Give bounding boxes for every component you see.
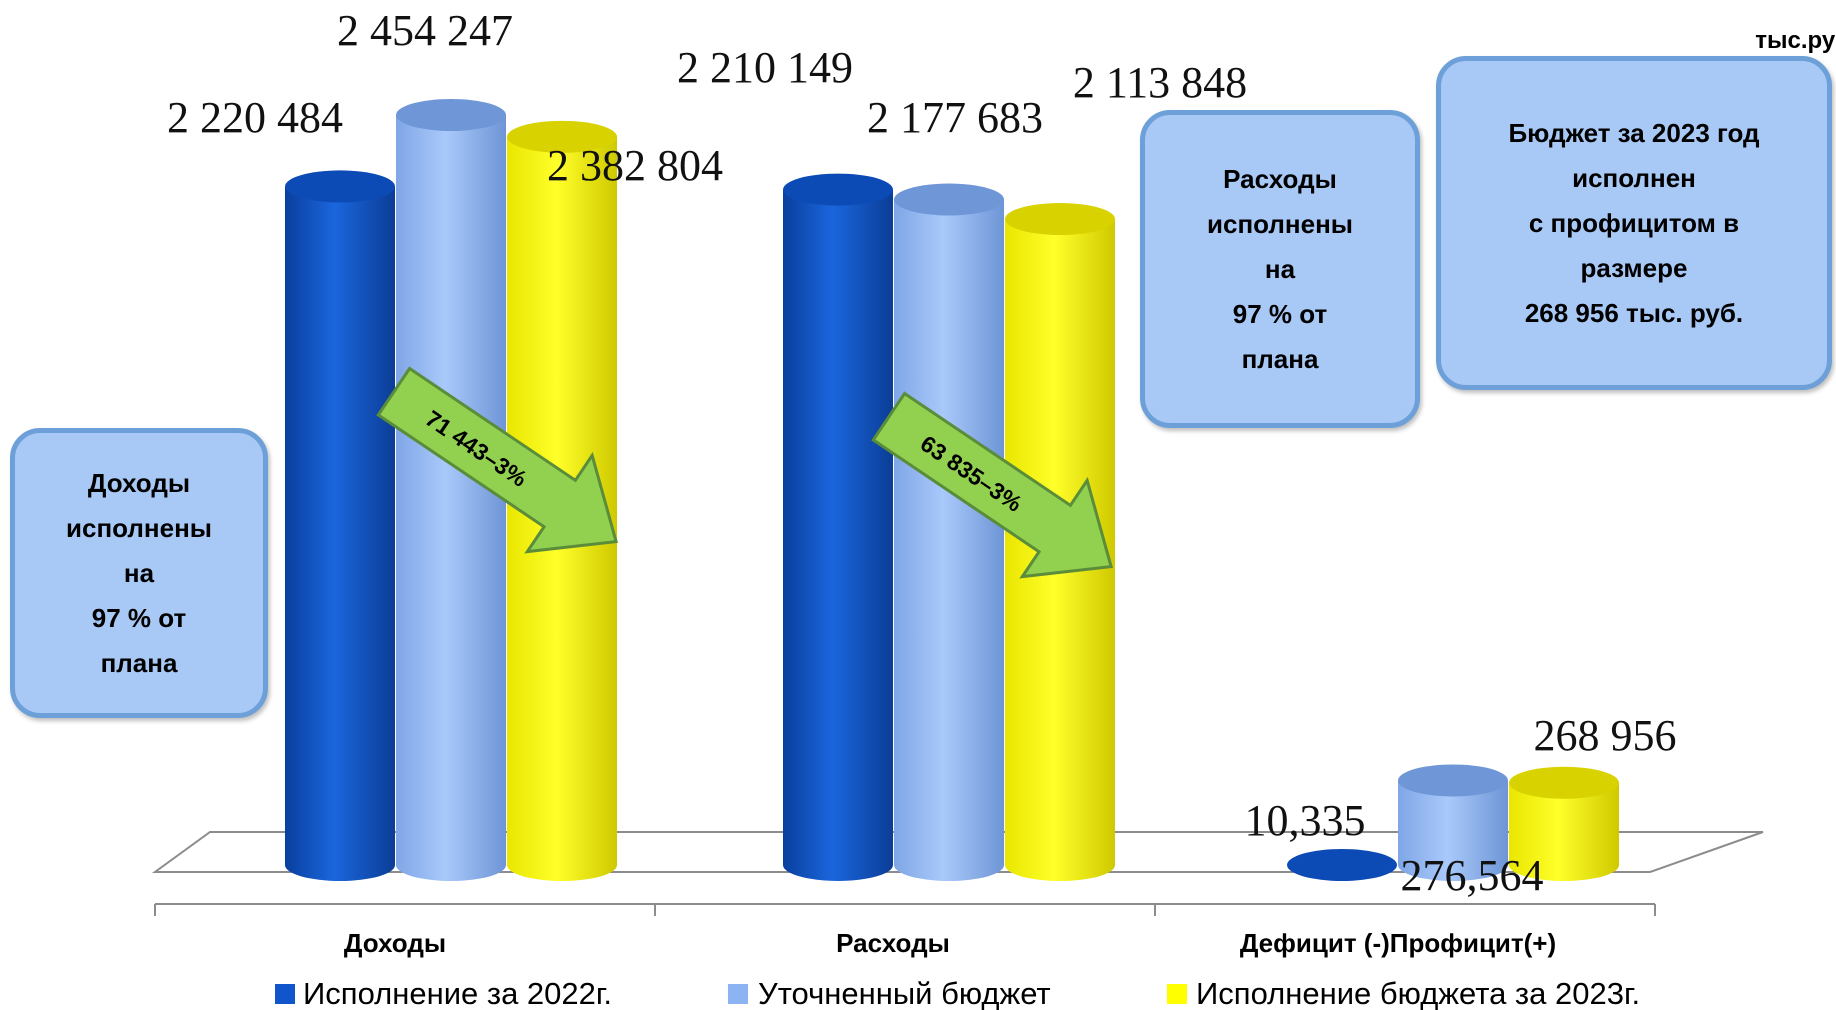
expenses-callout: Расходы исполнены на 97 % от плана [1140,110,1420,428]
data-label-balance-2023: 268 956 [1534,711,1677,760]
bar-expenses-plan [894,183,1004,882]
data-label-income-plan: 2 454 247 [337,6,513,55]
category-label-income: Доходы [344,928,446,958]
bar-income-2022 [285,170,395,881]
data-label-balance-2022: 10,335 [1245,796,1366,845]
legend-label-2023: Исполнение бюджета за 2023г. [1196,976,1640,1010]
bar-balance-2023 [1509,766,1619,881]
data-label-expenses-2023: 2 113 848 [1073,58,1247,107]
category-label-balance: Дефицит (-)Профицит(+) [1240,928,1556,958]
data-labels-layer: 2 220 484 2 454 247 2 382 804 2 210 149 2 17… [167,6,1677,900]
data-label-income-2022: 2 220 484 [167,93,343,142]
legend-swatch-plan [728,984,748,1004]
unit-label: тыс.руб [1755,27,1836,54]
data-label-expenses-2022: 2 210 149 [677,43,853,92]
data-label-balance-plan: 276,564 [1401,851,1544,900]
data-label-expenses-plan: 2 177 683 [867,93,1043,142]
bar-expenses-2022 [783,173,893,881]
data-label-income-2023: 2 382 804 [547,141,723,190]
legend-label-2022: Исполнение за 2022г. [303,976,612,1010]
bar-balance-2022 [1287,849,1397,881]
legend-swatch-2023 [1167,984,1187,1004]
bar-balance-plan [1398,764,1508,881]
category-label-expenses: Расходы [836,928,950,958]
legend-label-plan: Уточненный бюджет [758,976,1051,1010]
legend-swatch-2022 [275,984,295,1004]
bar-income-plan [396,99,506,881]
income-callout: Доходы исполнены на 97 % от плана [10,428,268,718]
surplus-callout: Бюджет за 2023 год исполнен с профицитом… [1436,56,1832,390]
legend: Исполнение за 2022г. Уточненный бюджет И… [275,976,1640,1010]
